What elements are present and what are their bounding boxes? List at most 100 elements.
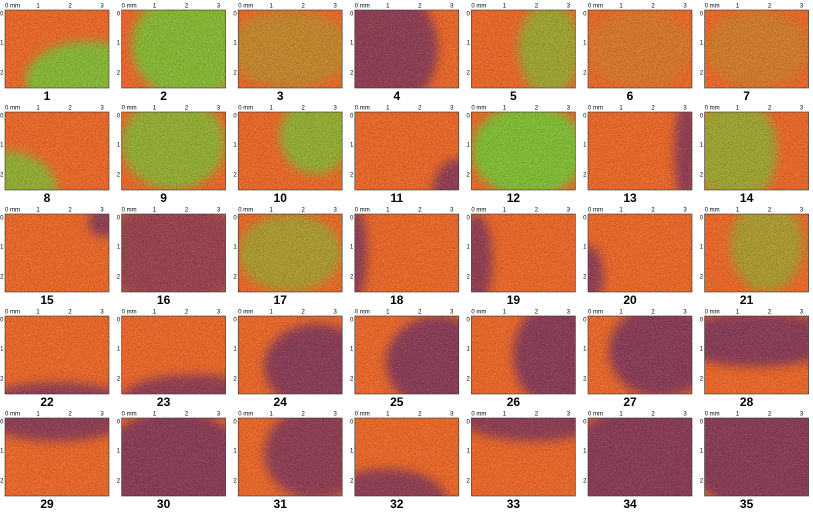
x-tick-label: 2 <box>68 412 72 418</box>
micrograph <box>471 214 576 292</box>
micrograph-speckle <box>354 10 459 88</box>
y-tick-label: 2 <box>583 377 587 383</box>
x-tick-label: 0 mm <box>355 4 370 10</box>
x-tick-label: 2 <box>68 106 72 112</box>
y-tick-label: 0 <box>350 216 354 222</box>
panel: 0 mm 1 2 3 0 1 2 26 <box>467 310 576 409</box>
x-tick-label: 1 <box>153 106 157 112</box>
micrograph <box>5 112 109 190</box>
micrograph <box>704 214 809 292</box>
y-tick-label: 1 <box>350 245 354 251</box>
y-tick-label: 1 <box>0 449 4 455</box>
micrograph-border <box>471 417 576 497</box>
x-tick-label: 3 <box>683 412 687 418</box>
panel: 0 mm 1 2 3 0 1 2 28 <box>700 310 809 409</box>
y-tick-label: 0 <box>583 114 587 120</box>
panel: 0 mm 1 2 3 0 1 2 19 <box>467 208 576 307</box>
x-tick-label: 3 <box>450 208 454 214</box>
y-tick-label: 0 <box>117 420 121 426</box>
micrograph-border <box>471 111 576 191</box>
micrograph-border <box>4 213 110 293</box>
x-tick-label: 2 <box>768 208 772 214</box>
x-tick-label: 2 <box>768 4 772 10</box>
x-tick-label: 3 <box>450 412 454 418</box>
micrograph-speckle <box>238 316 343 394</box>
x-tick-label: 2 <box>302 106 306 112</box>
x-tick-label: 0 mm <box>122 310 137 316</box>
y-tick-label: 1 <box>467 245 471 251</box>
x-tick-label: 3 <box>217 106 221 112</box>
panel: 0 mm 1 2 3 0 1 2 29 <box>0 412 110 511</box>
y-tick-label: 2 <box>233 71 237 77</box>
x-tick-label: 2 <box>768 310 772 316</box>
panel-number: 4 <box>393 89 400 103</box>
panel: 0 mm 1 2 3 0 1 2 25 <box>350 310 460 409</box>
panel-number: 20 <box>623 293 637 307</box>
micrograph-border <box>471 315 576 395</box>
x-tick-label: 2 <box>651 208 655 214</box>
panel: 0 mm 1 2 3 0 1 2 15 <box>0 208 110 307</box>
x-tick-label: 0 mm <box>588 106 603 112</box>
micrograph-border <box>354 9 460 89</box>
y-tick-label: 1 <box>117 347 121 353</box>
x-tick-label: 2 <box>535 106 539 112</box>
micrograph-speckle <box>471 316 576 394</box>
panel: 0 mm 1 2 3 0 1 2 27 <box>583 310 693 409</box>
x-tick-label: 2 <box>768 106 772 112</box>
y-tick-label: 2 <box>700 173 704 179</box>
panel-number: 21 <box>740 293 754 307</box>
x-tick-label: 3 <box>450 4 454 10</box>
y-tick-label: 2 <box>117 275 121 281</box>
x-tick-label: 1 <box>503 412 507 418</box>
x-tick-label: 2 <box>418 4 422 10</box>
micrograph-border <box>354 417 460 497</box>
y-tick-label: 2 <box>467 173 471 179</box>
x-tick-label: 0 mm <box>471 106 486 112</box>
panel: 0 mm 1 2 3 0 1 2 3 <box>233 4 343 103</box>
x-tick-label: 1 <box>36 106 40 112</box>
x-tick-label: 2 <box>768 412 772 418</box>
panel-number: 1 <box>44 89 51 103</box>
panel-number: 29 <box>40 497 54 511</box>
micrograph-border <box>354 111 460 191</box>
panel: 0 mm 1 2 3 0 1 2 7 <box>700 4 809 103</box>
x-tick-label: 2 <box>418 412 422 418</box>
micrograph-speckle <box>588 316 692 394</box>
x-tick-label: 0 mm <box>238 208 253 214</box>
x-tick-label: 3 <box>100 310 104 316</box>
micrograph-speckle <box>588 418 692 496</box>
y-tick-label: 1 <box>700 143 704 149</box>
panel: 0 mm 1 2 3 0 1 2 1 <box>0 4 110 103</box>
panel-number: 35 <box>740 497 754 511</box>
y-tick-label: 2 <box>233 377 237 383</box>
x-tick-label: 3 <box>217 412 221 418</box>
x-tick-label: 2 <box>418 310 422 316</box>
micrograph-speckle <box>5 214 109 292</box>
panel-number: 18 <box>390 293 404 307</box>
y-tick-label: 1 <box>0 245 4 251</box>
panel-number: 30 <box>157 497 171 511</box>
x-tick-label: 3 <box>683 106 687 112</box>
y-tick-label: 0 <box>0 114 4 120</box>
panel-number: 11 <box>390 191 403 205</box>
panel-number: 34 <box>623 497 637 511</box>
x-tick-label: 3 <box>800 4 804 10</box>
x-tick-label: 2 <box>302 4 306 10</box>
micrograph <box>588 214 692 292</box>
y-tick-label: 0 <box>467 420 471 426</box>
x-tick-label: 0 mm <box>5 412 20 418</box>
x-tick-label: 3 <box>800 208 804 214</box>
micrograph-border <box>237 9 343 89</box>
y-tick-label: 0 <box>350 114 354 120</box>
y-tick-label: 1 <box>117 245 121 251</box>
panel: 0 mm 1 2 3 0 1 2 11 <box>350 106 460 205</box>
micrograph <box>471 418 576 496</box>
panel-number: 24 <box>274 395 288 409</box>
y-tick-label: 0 <box>583 12 587 18</box>
micrograph-speckle <box>471 214 576 292</box>
x-tick-label: 1 <box>503 310 507 316</box>
x-tick-label: 1 <box>619 106 623 112</box>
micrograph <box>471 112 576 190</box>
micrograph-border <box>121 417 226 497</box>
y-tick-label: 1 <box>350 41 354 47</box>
